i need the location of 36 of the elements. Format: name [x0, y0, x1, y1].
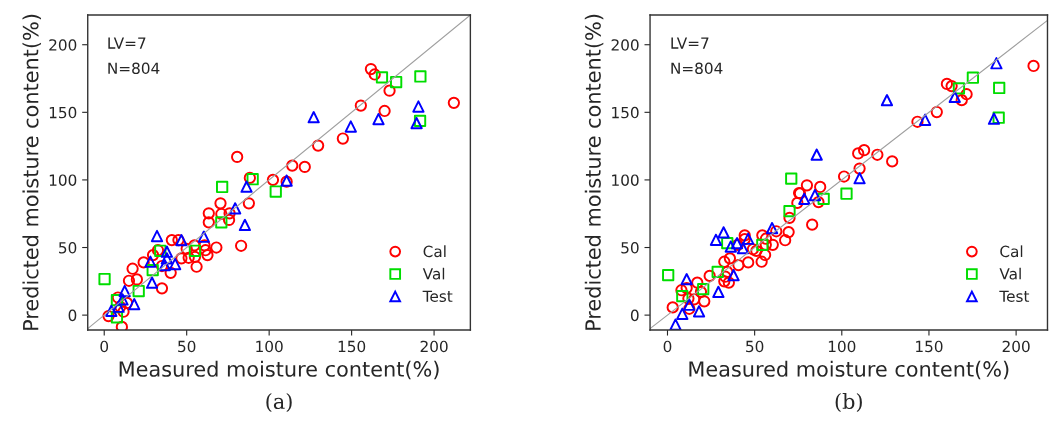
- x-tick-label: 50: [178, 340, 196, 353]
- legend-label: Test: [422, 290, 453, 303]
- x-tick-label: 50: [746, 340, 764, 353]
- x-tick-label: 150: [338, 340, 366, 353]
- x-tick-label: 100: [828, 340, 856, 353]
- legend-label: Cal: [1000, 245, 1023, 258]
- annotation: LV=7: [671, 37, 709, 49]
- y-tick-label: 150: [49, 106, 77, 119]
- y-tick-label: 100: [49, 174, 77, 186]
- annotation: N=804: [108, 62, 160, 75]
- x-tick-label: 0: [100, 340, 109, 353]
- legend-label: Test: [999, 290, 1030, 303]
- y-tick-label: 0: [630, 309, 639, 322]
- y-tick-label: 200: [49, 39, 77, 51]
- x-tick-label: 0: [663, 340, 672, 353]
- y-tick-label: 50: [621, 241, 639, 254]
- y-tick-label: 150: [612, 106, 639, 119]
- x-tick-label: 200: [1002, 340, 1030, 353]
- y-tick-label: 100: [612, 174, 639, 186]
- legend-label: Cal: [423, 245, 446, 258]
- y-tick-label: 200: [611, 39, 639, 51]
- y-axis-title: Predicted moisture content(%): [22, 14, 42, 330]
- x-tick-label: 200: [420, 340, 448, 353]
- legend-label: Val: [422, 267, 445, 280]
- x-axis-title: Measured moisture content(%): [119, 360, 439, 380]
- y-axis-title: Predicted moisture content(%): [584, 14, 604, 330]
- x-tick-label: 100: [256, 340, 283, 353]
- annotation: N=804: [671, 62, 723, 75]
- y-tick-label: 0: [68, 309, 77, 322]
- y-tick-label: 50: [59, 241, 77, 254]
- x-tick-label: 150: [916, 340, 943, 353]
- text: (b): [835, 392, 862, 413]
- text: (a): [266, 392, 292, 413]
- annotation: LV=7: [108, 37, 146, 49]
- legend-label: Val: [999, 267, 1021, 280]
- x-axis-title: Measured moisture content(%): [689, 360, 1009, 380]
